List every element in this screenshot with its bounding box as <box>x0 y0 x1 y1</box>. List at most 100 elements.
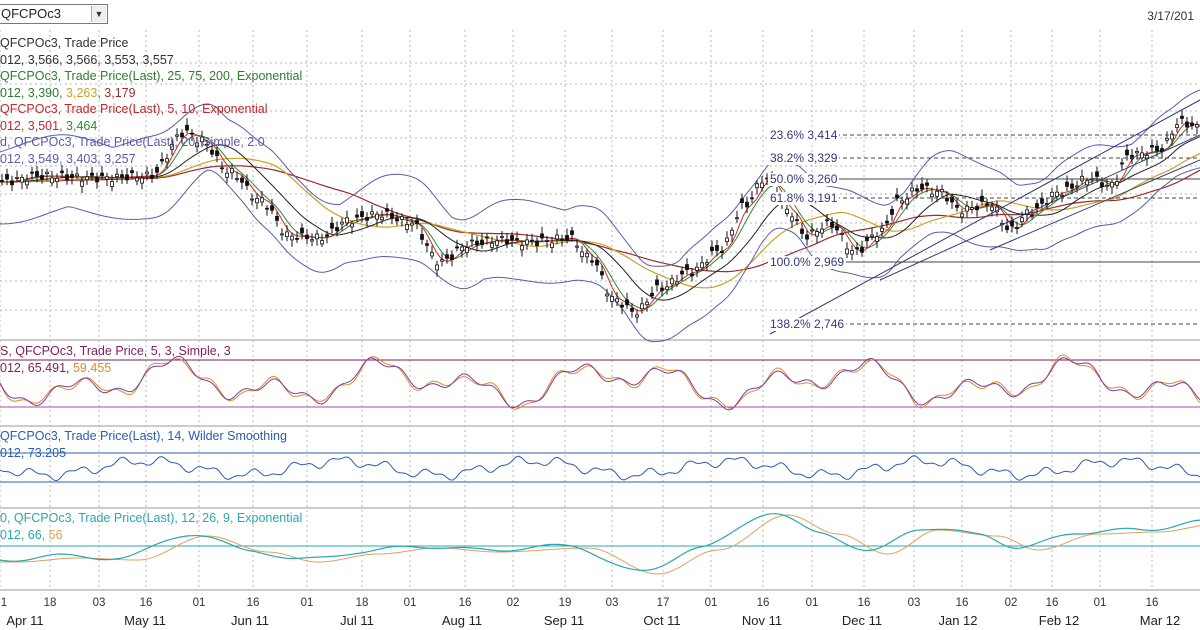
candle-body <box>1135 150 1139 154</box>
candle-body <box>1105 184 1109 187</box>
legend-line: 012, 66, 56 <box>0 528 63 543</box>
month-label: Apr 11 <box>6 613 44 628</box>
legend-text: QFCPOc3, Trade Price(Last), 14, Wilder S… <box>0 429 287 443</box>
x-tick-label: 18 <box>355 597 369 609</box>
candle-body <box>225 172 229 178</box>
candle-body <box>635 314 639 318</box>
legend-line: 012, 3,501, 3,464 <box>0 119 97 134</box>
candle-body <box>1040 198 1044 204</box>
x-tick-label: 02 <box>506 597 520 609</box>
candle-body <box>280 233 284 236</box>
toolbar: QFCPOc3 ▼ 3/17/201 <box>0 0 1200 30</box>
candle-body <box>50 177 54 184</box>
candle-body <box>590 260 594 263</box>
candle-body <box>800 228 804 234</box>
candle-body <box>650 292 654 297</box>
candle-body <box>310 239 314 242</box>
month-label: Jul 11 <box>340 613 374 628</box>
x-tick-label: 01 <box>192 597 206 609</box>
candle-body <box>150 174 154 179</box>
candle-body <box>245 180 249 186</box>
legend-line: QFCPOc3, Trade Price(Last), 5, 10, Expon… <box>0 102 267 117</box>
legend-text: 3,179 <box>104 85 136 100</box>
month-label: Nov 11 <box>741 613 783 628</box>
candle-body <box>645 301 649 306</box>
candle-body <box>170 143 174 150</box>
candle-body <box>345 217 349 224</box>
legend-text: QFCPOc3, Trade Price <box>0 36 129 50</box>
candle-body <box>805 234 809 240</box>
candle-body <box>520 245 524 251</box>
candle-body <box>990 206 994 211</box>
candle-body <box>300 227 304 234</box>
symbol-select[interactable]: QFCPOc3 ▼ <box>0 4 108 24</box>
candle-body <box>975 206 979 211</box>
candle-body <box>30 171 34 174</box>
candle-body <box>790 216 794 222</box>
candle-body <box>860 247 864 253</box>
candle-body <box>725 237 729 242</box>
candle-body <box>985 203 989 206</box>
candle-body <box>190 132 194 135</box>
candle-body <box>750 197 754 200</box>
candle-body <box>265 207 269 210</box>
candle-body <box>400 216 404 220</box>
x-tick-label: 16 <box>1145 597 1159 609</box>
candle-body <box>1155 145 1159 152</box>
candle-body <box>745 201 749 208</box>
candle-body <box>540 233 544 239</box>
candle-body <box>960 213 964 218</box>
x-tick-label: 01 <box>704 597 718 609</box>
legend-text: QFCPOc3, Trade Price(Last), 5, 10, Expon… <box>0 102 268 116</box>
candle-body <box>605 293 609 297</box>
candle-body <box>900 200 904 204</box>
legend-text: 56 <box>48 527 63 542</box>
candle-body <box>135 177 139 182</box>
candle-body <box>695 266 699 271</box>
candle-body <box>220 167 224 170</box>
candle-body <box>60 170 64 174</box>
candle-body <box>250 198 254 201</box>
month-label: Dec 11 <box>841 613 883 628</box>
candle-body <box>910 187 914 192</box>
candle-body <box>880 227 884 232</box>
candle-body <box>705 262 709 265</box>
legend-line: d, QFCPOc3, Trade Price(Last), 20, Simpl… <box>0 135 265 150</box>
candle-body <box>760 182 764 188</box>
candle-body <box>20 176 24 183</box>
candle-body <box>820 228 824 234</box>
stoch-k-line <box>0 355 1200 411</box>
candle-body <box>1050 191 1054 197</box>
stoch-d-line <box>0 354 1200 410</box>
x-tick-label: 18 <box>43 597 57 609</box>
candle-body <box>930 193 934 198</box>
trend-channel-lower <box>769 99 1200 335</box>
candle-body <box>845 248 849 255</box>
candle-body <box>415 220 419 224</box>
trend-channel-mid <box>879 134 1200 281</box>
candle-body <box>165 158 169 163</box>
candle-body <box>385 208 389 212</box>
candle-body <box>25 180 29 186</box>
month-label: Jan 12 <box>938 613 978 628</box>
legend-line: QFCPOc3, Trade Price <box>0 36 129 51</box>
candle-body <box>660 287 664 291</box>
legend-text: , <box>97 85 105 100</box>
candle-body <box>840 232 844 235</box>
candle-body <box>450 254 454 261</box>
candle-body <box>825 219 829 222</box>
candle-body <box>715 245 719 251</box>
ema200-line <box>0 165 1200 273</box>
candle-body <box>1015 227 1019 230</box>
candle-body <box>480 239 484 246</box>
candle-body <box>550 242 554 248</box>
legend-line: QFCPOc3, Trade Price(Last), 14, Wilder S… <box>0 429 287 444</box>
chevron-down-icon[interactable]: ▼ <box>91 6 106 22</box>
candle-body <box>1020 217 1024 223</box>
candle-body <box>950 196 954 203</box>
legend-line: 012, 3,549, 3,403, 3,257 <box>0 152 136 167</box>
candle-body <box>595 259 599 266</box>
candle-body <box>470 239 474 242</box>
candle-body <box>0 179 4 182</box>
